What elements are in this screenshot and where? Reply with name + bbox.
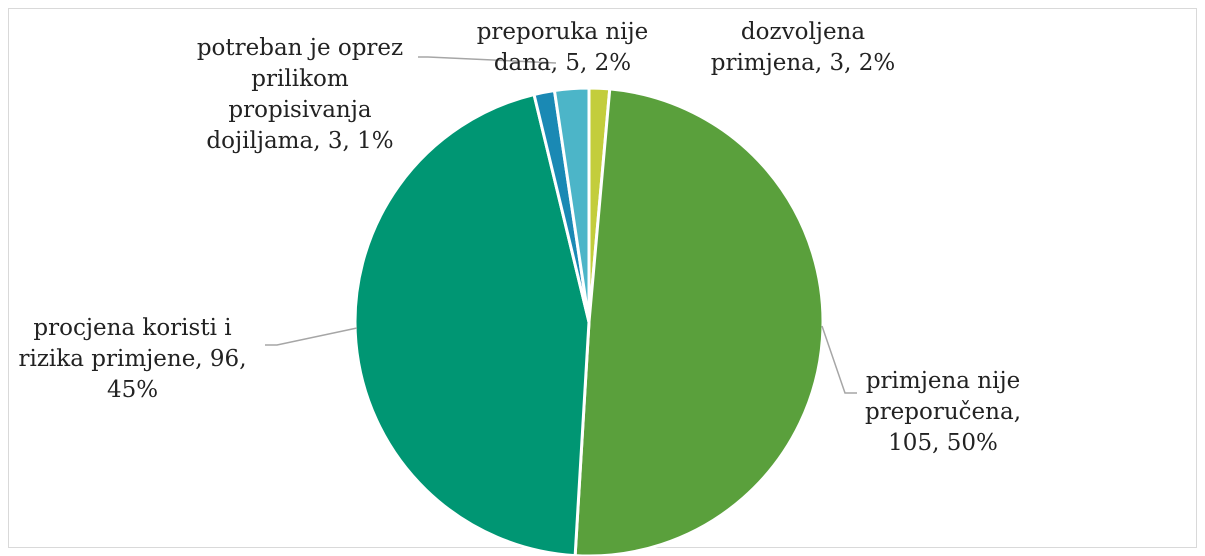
slice <box>573 87 825 556</box>
data-label: dozvoljena primjena, 3, 2% <box>710 19 896 76</box>
leader-line <box>418 56 557 64</box>
pie <box>353 86 825 556</box>
slice <box>552 86 591 323</box>
data-label: procjena koristi i rizika primjene, 96, … <box>18 315 247 403</box>
data-label: primjena nije preporučena, 105, 50% <box>864 368 1022 456</box>
leader-line <box>821 325 857 394</box>
leader-line <box>265 327 358 346</box>
data-label: preporuka nije dana, 5, 2% <box>476 19 649 76</box>
slice <box>353 92 591 556</box>
data-label: potreban je oprez prilikom propisivanja … <box>196 35 404 154</box>
